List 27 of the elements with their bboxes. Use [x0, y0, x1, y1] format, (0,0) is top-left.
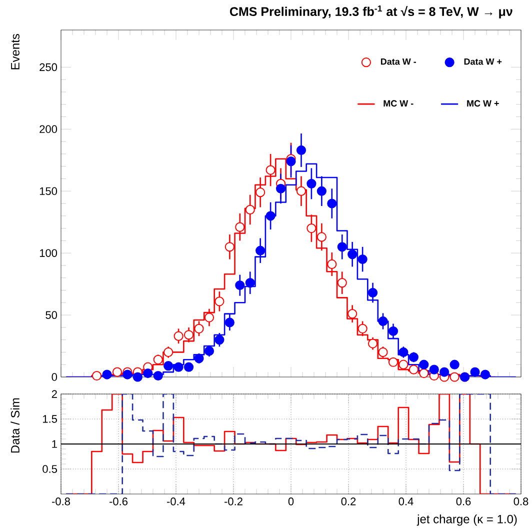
y-tick-label: 2: [52, 390, 57, 398]
y-axis-title: Events: [11, 34, 20, 70]
y-tick-label: 0: [52, 373, 58, 381]
y-tick-label: 50: [46, 311, 58, 319]
x-tick-label: -0.4: [167, 498, 186, 506]
y-tick-label: 200: [40, 125, 58, 134]
y-tick-label: 1: [52, 440, 57, 448]
x-tick-label: 0.2: [341, 498, 356, 506]
x-tick-label: 0.4: [398, 498, 414, 506]
x-tick-label: 0.6: [456, 498, 471, 506]
legend-label: MC W -: [384, 100, 414, 107]
x-tick-label: 0.8: [514, 498, 528, 506]
x-axis-title: jet charge (κ = 1.0): [416, 514, 517, 526]
legend-label: Data W +: [464, 58, 502, 65]
x-tick-label: -0.2: [224, 498, 242, 506]
x-tick-label: 0: [288, 498, 294, 506]
y-tick-label: 1.5: [43, 415, 57, 423]
y-tick-label: 150: [40, 187, 58, 196]
x-tick-label: -0.6: [110, 498, 128, 506]
chart-title: CMS Preliminary, 19.3 fb$^{-1}$ at √s = 8 TeV, W → μν: [230, 5, 512, 18]
y-tick-label: 250: [40, 63, 58, 72]
y-tick-label: 100: [40, 249, 58, 257]
x-tick-label: -0.8: [52, 498, 70, 506]
legend-label: Data W -: [380, 58, 416, 65]
y-axis-title: Data / Sim: [10, 398, 20, 453]
legend-label: MC W +: [467, 100, 499, 107]
y-tick-label: 0.5: [42, 465, 57, 473]
